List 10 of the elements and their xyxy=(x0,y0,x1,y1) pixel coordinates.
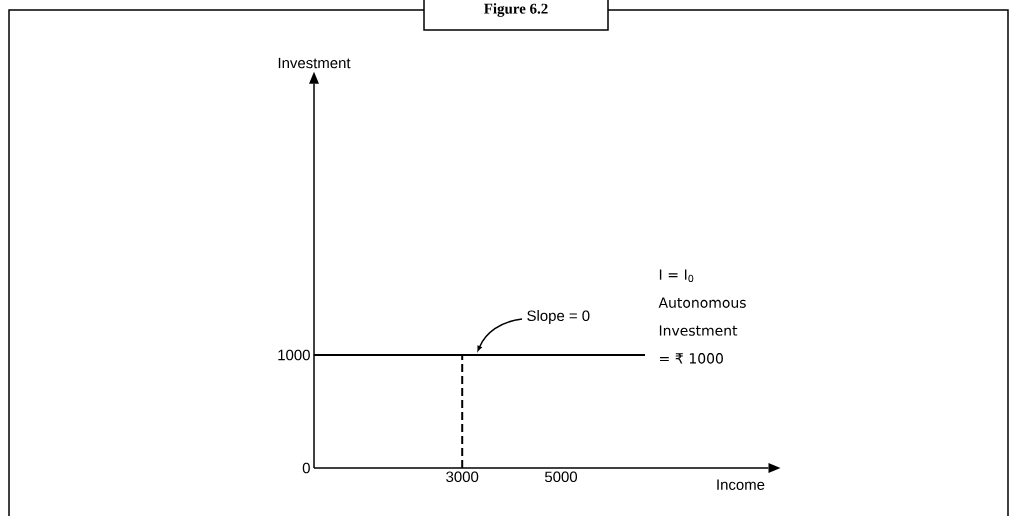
x-tick-label: 3000 xyxy=(446,471,479,483)
annotation: I = I$_{0}$ xyxy=(659,269,694,283)
chart-title: Figure 6.2 xyxy=(484,3,548,17)
text: Autonomous Investment = ₹ 1000 xyxy=(658,297,746,364)
x-axis-title: Income xyxy=(717,479,765,490)
x-tick-label: 5000 xyxy=(544,471,578,483)
y-axis-title: Investment xyxy=(278,57,351,69)
y-tick-label: 1000 xyxy=(278,349,310,361)
annotation: Slope = 0 xyxy=(527,310,590,324)
y-tick-label: 0 xyxy=(302,462,310,474)
